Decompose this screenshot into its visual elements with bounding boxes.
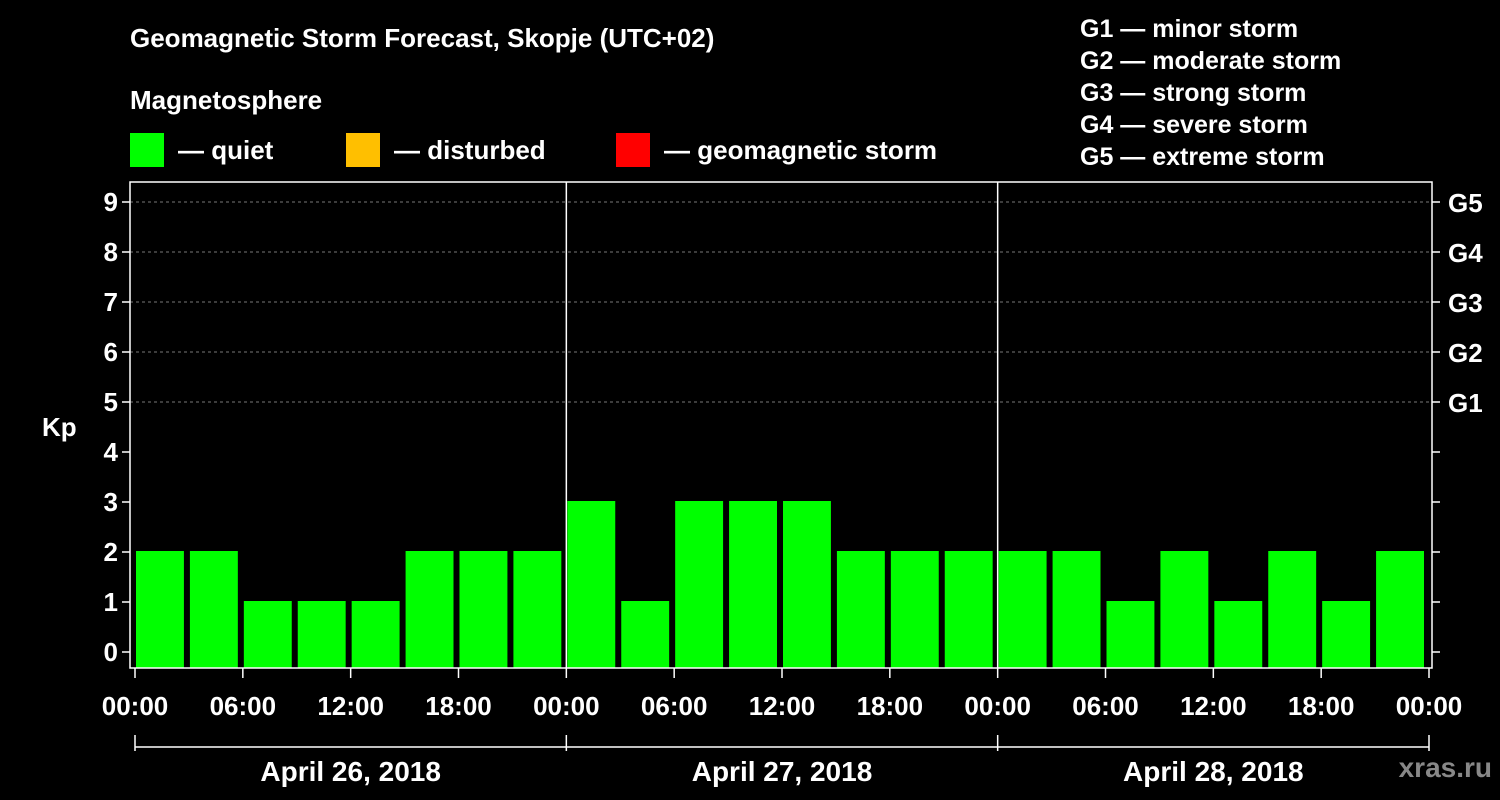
y-tick-label-2: 2 (104, 537, 118, 567)
kp-bar-9 (621, 601, 670, 668)
plot-frame (129, 181, 1433, 669)
date-label-0: April 26, 2018 (260, 756, 441, 787)
x-tick-label-3: 18:00 (425, 691, 492, 721)
kp-bar-1 (189, 551, 238, 668)
y-tick-label-1: 1 (104, 587, 118, 617)
kp-bar-18 (1106, 601, 1155, 668)
right-label-g4: G4 (1448, 238, 1483, 268)
storm-level-legend: G1 — minor storm G2 — moderate storm G3 … (1080, 13, 1341, 173)
kp-bar-23 (1376, 551, 1424, 668)
right-label-g1: G1 (1448, 388, 1483, 418)
kp-bar-5 (405, 551, 454, 668)
y-tick-label-3: 3 (104, 487, 118, 517)
storm-level-g3: G3 — strong storm (1080, 79, 1307, 107)
x-tick-label-2: 12:00 (317, 691, 384, 721)
x-tick-label-5: 06:00 (641, 691, 708, 721)
kp-bar-2 (243, 601, 292, 668)
y-tick-label-6: 6 (104, 337, 118, 367)
y-axis-label: Kp (42, 412, 77, 442)
date-label-2: April 28, 2018 (1123, 756, 1304, 787)
y-tick-label-4: 4 (104, 437, 119, 467)
kp-bar-12 (783, 501, 831, 668)
legend-disturbed-swatch (346, 133, 380, 167)
kp-bar-16 (998, 551, 1047, 668)
kp-bar-6 (459, 551, 508, 668)
y-tick-label-5: 5 (104, 387, 118, 417)
y-tick-label-8: 8 (104, 237, 118, 267)
chart-subtitle: Magnetosphere (130, 85, 323, 115)
kp-bar-10 (675, 501, 724, 668)
legend-quiet-swatch (130, 133, 164, 167)
kp-bar-13 (836, 551, 885, 668)
storm-level-g5: G5 — extreme storm (1080, 143, 1325, 171)
kp-bar-4 (351, 601, 400, 668)
kp-bar-19 (1160, 551, 1209, 668)
kp-bar-8 (567, 501, 616, 668)
date-label-1: April 27, 2018 (692, 756, 873, 787)
legend-storm-swatch (616, 133, 650, 167)
y-tick-label-7: 7 (104, 287, 118, 317)
legend-disturbed: — disturbed (346, 133, 546, 167)
legend-disturbed-label: — disturbed (394, 134, 546, 165)
kp-bar-22 (1322, 601, 1371, 668)
storm-level-g4: G4 — severe storm (1080, 111, 1308, 139)
legend-storm: — geomagnetic storm (616, 133, 937, 167)
y-tick-label-0: 0 (104, 637, 118, 667)
y-tick-label-9: 9 (104, 187, 118, 217)
x-tick-label-4: 00:00 (533, 691, 600, 721)
kp-bar-0 (136, 551, 184, 668)
x-tick-label-6: 12:00 (749, 691, 816, 721)
kp-bar-15 (944, 551, 993, 668)
x-tick-label-7: 18:00 (857, 691, 924, 721)
chart-title: Geomagnetic Storm Forecast, Skopje (UTC+… (130, 23, 715, 53)
x-tick-label-1: 06:00 (210, 691, 277, 721)
storm-level-g1: G1 — minor storm (1080, 15, 1299, 43)
legend-quiet-label: — quiet (178, 134, 274, 165)
x-tick-label-11: 18:00 (1288, 691, 1355, 721)
x-tick-label-0: 00:00 (102, 691, 169, 721)
kp-bar-11 (729, 501, 777, 668)
storm-level-g2: G2 — moderate storm (1080, 47, 1342, 75)
legend-quiet: — quiet (130, 133, 273, 167)
kp-bar-14 (890, 551, 939, 668)
x-tick-label-10: 12:00 (1180, 691, 1247, 721)
watermark: xras.ru (1398, 752, 1492, 783)
right-label-g3: G3 (1448, 288, 1483, 318)
x-tick-label-9: 06:00 (1072, 691, 1139, 721)
right-label-g2: G2 (1448, 338, 1483, 368)
x-tick-label-12: 00:00 (1396, 691, 1463, 721)
kp-bar-17 (1052, 551, 1101, 668)
legend-storm-label: — geomagnetic storm (664, 134, 938, 165)
kp-bar-20 (1214, 601, 1263, 668)
kp-bar-21 (1268, 551, 1317, 668)
x-tick-label-8: 00:00 (964, 691, 1031, 721)
kp-bar-7 (513, 551, 562, 668)
kp-bar-3 (297, 601, 346, 668)
right-label-g5: G5 (1448, 188, 1483, 218)
